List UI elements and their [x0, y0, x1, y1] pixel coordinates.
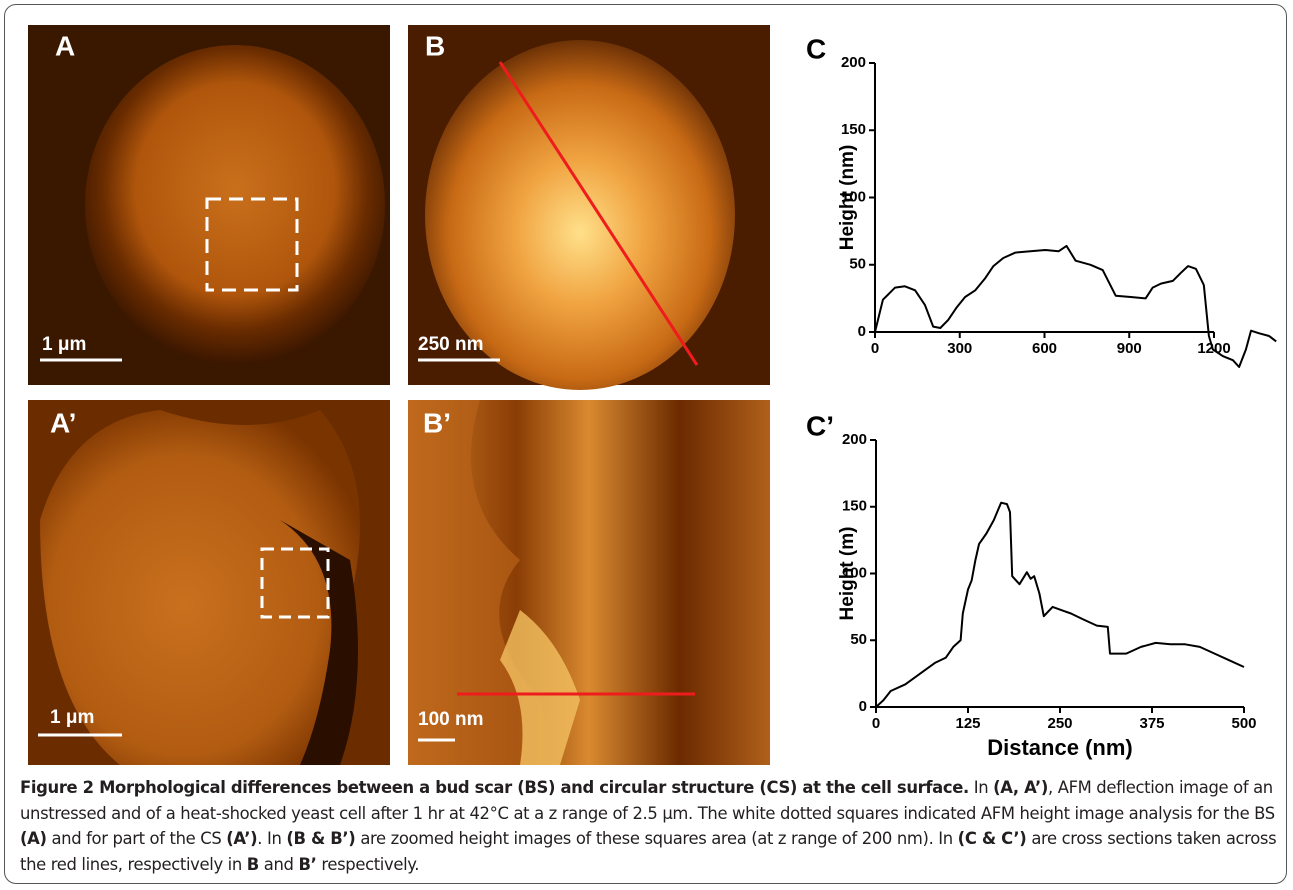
panel-a	[28, 25, 390, 385]
y-tick-label: 150	[842, 498, 867, 515]
x-tick-label: 250	[1047, 715, 1072, 732]
x-tick-label: 1200	[1197, 340, 1230, 357]
caption-ref: (C & C’)	[958, 829, 1027, 848]
y-tick-label: 0	[859, 698, 867, 715]
caption-text: and	[259, 855, 299, 874]
x-tick-label: 900	[1117, 340, 1142, 357]
panel-label: C	[806, 33, 826, 64]
panel-label: A	[55, 30, 75, 61]
caption-ref: (B & B’)	[286, 829, 355, 848]
x-tick-label: 125	[955, 715, 980, 732]
panel-label: C’	[806, 410, 834, 441]
data-line	[876, 503, 1244, 707]
scale-label: 100 nm	[418, 709, 483, 730]
x-axis-label: Distance (nm)	[987, 735, 1132, 760]
panel-label: A’	[50, 407, 76, 438]
caption-title: Figure 2 Morphological differences betwe…	[20, 778, 969, 797]
x-tick-label: 600	[1032, 340, 1057, 357]
scale-label: 1 μm	[42, 334, 86, 355]
scale-label: 250 nm	[418, 334, 483, 355]
y-tick-label: 100	[841, 188, 866, 205]
x-tick-label: 300	[947, 340, 972, 357]
caption-text: In	[969, 778, 993, 797]
caption-text: and for part of the CS	[47, 829, 227, 848]
panel-label: B’	[423, 407, 451, 438]
y-tick-label: 200	[842, 431, 867, 448]
caption-text: . In	[257, 829, 286, 848]
x-tick-label: 500	[1231, 715, 1256, 732]
x-tick-label: 0	[872, 715, 880, 732]
y-tick-label: 0	[858, 323, 866, 340]
caption-text: respectively.	[316, 855, 419, 874]
figure: A 1 μm B 250 nm A’ 1 μm B’ 100 nm CHeigh…	[0, 0, 1293, 775]
caption-ref: (A)	[20, 829, 47, 848]
caption-ref: (A’)	[226, 829, 257, 848]
y-tick-label: 150	[841, 121, 866, 138]
caption: Figure 2 Morphological differences betwe…	[20, 775, 1282, 877]
caption-ref: B	[247, 855, 259, 874]
panel-label: B	[425, 30, 445, 61]
y-tick-label: 50	[849, 256, 866, 273]
y-tick-label: 100	[842, 564, 867, 581]
caption-text: are zoomed height images of these square…	[355, 829, 957, 848]
y-tick-label: 50	[850, 631, 867, 648]
scale-label: 1 μm	[50, 707, 94, 728]
x-tick-label: 0	[871, 340, 879, 357]
page: {"panels": [ {"label": "A", "scale": "1 …	[0, 0, 1293, 890]
caption-ref: B’	[298, 855, 316, 874]
x-tick-label: 375	[1139, 715, 1164, 732]
y-tick-label: 200	[841, 54, 866, 71]
caption-ref: (A, A’)	[993, 778, 1048, 797]
